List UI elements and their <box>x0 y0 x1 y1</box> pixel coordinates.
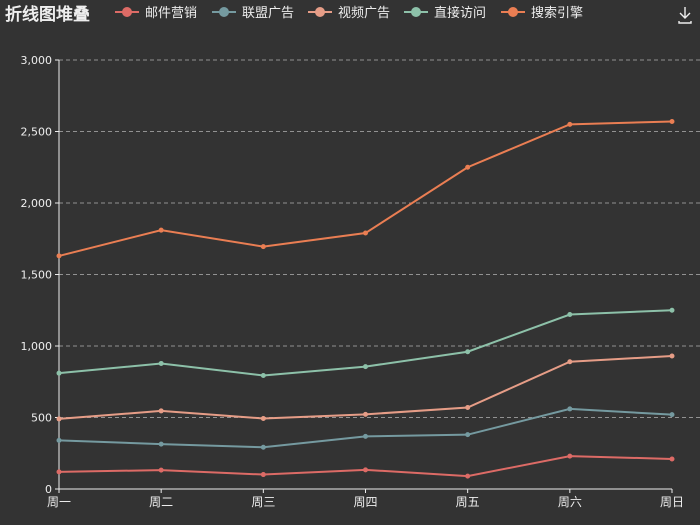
data-point[interactable] <box>260 472 266 478</box>
data-point[interactable] <box>363 433 368 439</box>
series-group[interactable] <box>56 453 675 479</box>
data-point[interactable] <box>260 244 266 250</box>
legend-marker-icon <box>219 7 229 17</box>
data-point[interactable] <box>669 118 675 124</box>
x-tick-label: 周六 <box>558 495 582 509</box>
data-point[interactable] <box>465 404 471 410</box>
series-group[interactable] <box>56 406 675 450</box>
legend-item[interactable]: 联盟广告 <box>212 6 294 21</box>
series-group[interactable] <box>56 118 675 259</box>
series-lines[interactable] <box>56 118 675 479</box>
x-tick-label: 周一 <box>47 495 71 509</box>
data-point[interactable] <box>56 416 62 422</box>
legend-item[interactable]: 视频广告 <box>308 6 390 21</box>
data-point[interactable] <box>567 453 573 459</box>
legend-label: 直接访问 <box>434 5 486 21</box>
data-point[interactable] <box>363 411 368 417</box>
data-point[interactable] <box>669 307 675 313</box>
legend-marker-icon <box>122 7 132 17</box>
x-tick-label: 周四 <box>353 495 377 509</box>
data-point[interactable] <box>56 253 62 259</box>
y-tick-label: 2,000 <box>21 197 53 210</box>
data-point[interactable] <box>56 437 62 443</box>
data-point[interactable] <box>363 467 368 473</box>
data-point[interactable] <box>260 416 266 422</box>
series-group[interactable] <box>56 307 675 378</box>
y-tick-label: 1,500 <box>21 269 53 282</box>
grid-lines <box>59 59 700 418</box>
chart-title: 折线图堆叠 <box>5 4 90 25</box>
data-point[interactable] <box>567 312 573 318</box>
legend-marker-icon <box>315 7 325 17</box>
data-point[interactable] <box>465 432 471 438</box>
data-point[interactable] <box>56 370 62 376</box>
x-tick-label: 周五 <box>456 495 480 509</box>
data-point[interactable] <box>567 406 573 412</box>
data-point[interactable] <box>158 360 164 366</box>
legend-marker-icon <box>508 7 518 17</box>
data-point[interactable] <box>465 164 471 170</box>
tick-labels: 0 500 1,000 1,500 2,000 2,500 3,000 周一 周二 周三 周四 周五 周… <box>21 54 685 509</box>
legend-item[interactable]: 邮件营销 <box>115 6 197 21</box>
download-icon[interactable] <box>678 7 692 24</box>
data-point[interactable] <box>158 467 164 473</box>
legend-label: 联盟广告 <box>242 6 294 21</box>
data-point[interactable] <box>158 441 164 447</box>
x-tick-label: 周日 <box>660 495 684 509</box>
y-tick-label: 500 <box>31 412 52 425</box>
data-point[interactable] <box>363 230 368 236</box>
legend-label: 视频广告 <box>338 6 390 21</box>
legend-label: 搜索引擎 <box>531 6 583 21</box>
data-point[interactable] <box>669 456 675 462</box>
series-line[interactable] <box>58 455 673 478</box>
legend-item[interactable]: 搜索引擎 <box>501 6 583 21</box>
data-point[interactable] <box>669 412 675 418</box>
data-point[interactable] <box>567 121 573 127</box>
legend[interactable]: 邮件营销 联盟广告 视频广告 直接访问 搜索引擎 <box>115 5 583 21</box>
data-point[interactable] <box>56 469 62 475</box>
data-point[interactable] <box>158 227 164 233</box>
data-point[interactable] <box>363 364 368 370</box>
y-tick-label: 0 <box>45 483 52 496</box>
y-tick-label: 2,500 <box>21 126 53 139</box>
legend-marker-icon <box>411 7 421 17</box>
legend-item[interactable]: 直接访问 <box>404 5 486 21</box>
data-point[interactable] <box>260 372 266 378</box>
data-point[interactable] <box>567 359 573 365</box>
data-point[interactable] <box>260 444 266 450</box>
data-point[interactable] <box>465 473 471 479</box>
series-line[interactable] <box>58 120 673 257</box>
y-tick-label: 1,000 <box>21 340 53 353</box>
x-tick-label: 周三 <box>251 495 275 509</box>
x-tick-label: 周二 <box>149 495 173 509</box>
legend-label: 邮件营销 <box>145 6 197 21</box>
data-point[interactable] <box>158 408 164 414</box>
data-point[interactable] <box>465 349 471 355</box>
series-group[interactable] <box>56 353 675 422</box>
y-tick-label: 3,000 <box>21 54 53 67</box>
data-point[interactable] <box>669 353 675 359</box>
